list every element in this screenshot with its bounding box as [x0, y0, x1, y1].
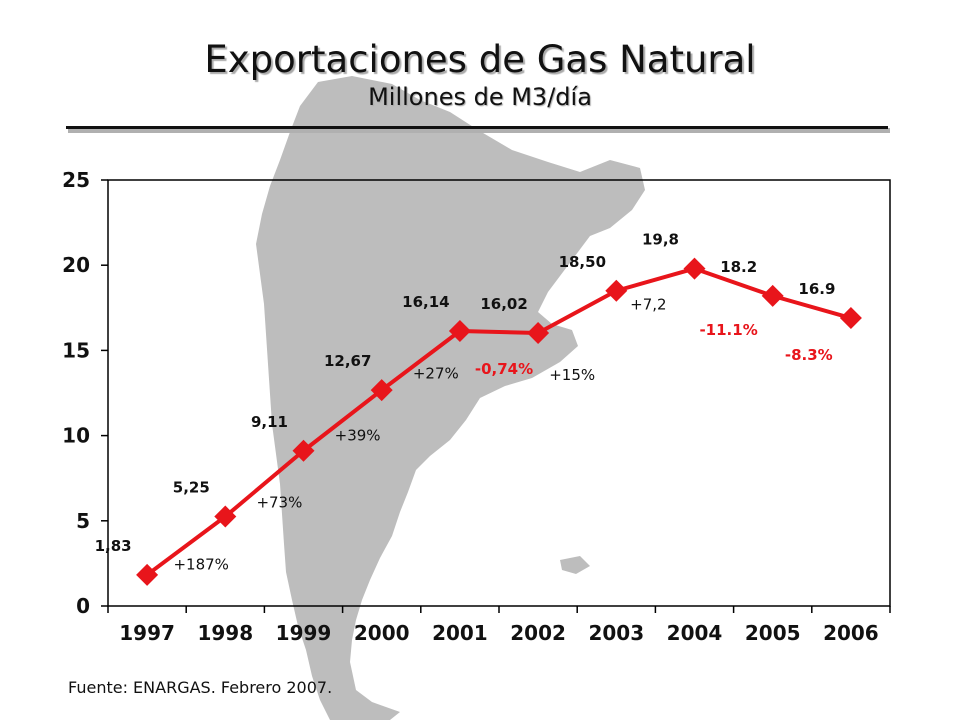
x-tick-label: 2006 [823, 621, 879, 645]
data-point [683, 257, 706, 280]
y-tick-label: 5 [76, 509, 90, 533]
x-tick-label: 1999 [276, 621, 332, 645]
change-label: +15% [549, 366, 595, 384]
data-label: 1,83 [95, 537, 132, 555]
data-point [214, 505, 237, 528]
title-rule-shadow [68, 128, 890, 133]
y-tick-label: 0 [76, 594, 90, 618]
data-point [292, 439, 315, 462]
source-note: Fuente: ENARGAS. Febrero 2007. [68, 678, 333, 697]
argentina-map-shape [256, 76, 645, 720]
change-label: -0,74% [475, 360, 533, 378]
data-label: 9,11 [251, 413, 288, 431]
y-tick-label: 25 [62, 168, 90, 192]
plot-area [107, 179, 891, 607]
data-label: 16,14 [402, 293, 449, 311]
x-tick-label: 2002 [510, 621, 566, 645]
chart-subtitle: Millones de M3/día [368, 83, 592, 111]
data-label: 16,02 [480, 295, 527, 313]
x-tick-label: 2001 [432, 621, 488, 645]
change-label: +7,2 [630, 296, 666, 314]
series-line [145, 266, 852, 577]
data-label: 16.9 [798, 280, 835, 298]
change-label: +187% [173, 556, 228, 574]
change-label: -11.1% [699, 321, 757, 339]
data-point [761, 284, 784, 307]
data-point [527, 322, 550, 345]
y-tick-label: 10 [62, 424, 90, 448]
change-label: +73% [256, 494, 302, 512]
data-label: 18.2 [720, 258, 757, 276]
data-point [370, 379, 393, 402]
data-point [448, 319, 471, 342]
change-label: +39% [335, 426, 381, 444]
x-tick-label: 1997 [119, 621, 175, 645]
change-label: -8.3% [785, 346, 833, 364]
x-tick-label: 2004 [667, 621, 723, 645]
data-point [605, 279, 628, 302]
data-label: 12,67 [324, 352, 371, 370]
y-tick-label: 15 [62, 338, 90, 362]
x-tick-label: 2000 [354, 621, 410, 645]
title-block: Exportaciones de Gas Natural Millones de… [0, 38, 960, 112]
x-tick-label: 2003 [588, 621, 644, 645]
data-label: 19,8 [642, 231, 679, 249]
x-tick-label: 1998 [197, 621, 253, 645]
data-point [136, 563, 159, 586]
y-tick-label: 20 [62, 253, 90, 277]
x-tick-label: 2005 [745, 621, 801, 645]
chart-title: Exportaciones de Gas Natural [204, 38, 756, 81]
map-island-shape [560, 556, 590, 574]
data-label: 5,25 [173, 479, 210, 497]
data-point [839, 307, 862, 330]
data-label: 18,50 [559, 253, 606, 271]
title-rule [66, 126, 888, 129]
change-label: +27% [413, 365, 459, 383]
